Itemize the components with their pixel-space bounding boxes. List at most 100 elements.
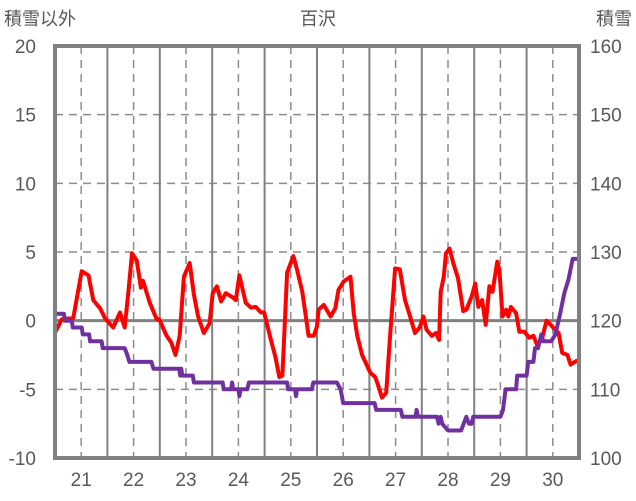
snow-depth-point xyxy=(341,401,345,405)
snow-depth-point xyxy=(498,415,502,419)
temperature-point xyxy=(333,306,337,310)
snow-depth-point xyxy=(177,367,181,371)
snow-depth-point xyxy=(236,387,240,391)
snow-depth-point xyxy=(81,332,85,336)
temperature-point xyxy=(451,261,455,265)
left-tick-label: 5 xyxy=(25,243,36,264)
temperature-point xyxy=(141,279,145,283)
temperature-point xyxy=(224,291,228,295)
temperature-point xyxy=(342,280,346,284)
temperature-point xyxy=(118,310,122,314)
temperature-point xyxy=(80,269,84,273)
temperature-point xyxy=(470,295,474,299)
snow-depth-point xyxy=(245,387,249,391)
right-tick-label: 120 xyxy=(590,312,622,333)
left-tick-label: -10 xyxy=(9,449,36,470)
temperature-point xyxy=(262,310,266,314)
snow-depth-point xyxy=(125,353,129,357)
right-tick-label: 160 xyxy=(590,37,622,58)
snow-depth-point xyxy=(311,380,315,384)
snow-depth-point xyxy=(335,380,339,384)
temperature-point xyxy=(111,326,115,330)
temperature-point xyxy=(523,330,527,334)
temperature-point xyxy=(215,284,219,288)
x-tick-label: 29 xyxy=(490,470,511,491)
snow-depth-point xyxy=(293,387,297,391)
snow-depth-point xyxy=(539,332,543,336)
temperature-point xyxy=(196,315,200,319)
snow-depth-point xyxy=(400,415,404,419)
snow-depth-point xyxy=(531,360,535,364)
temperature-point xyxy=(376,384,380,388)
snow-depth-point xyxy=(192,380,196,384)
snow-depth-point xyxy=(514,387,518,391)
snow-depth-point xyxy=(467,422,471,426)
temperature-point xyxy=(448,247,452,251)
temperature-point xyxy=(418,326,422,330)
snow-depth-point xyxy=(533,346,537,350)
temperature-point xyxy=(384,391,388,395)
snow-depth-point xyxy=(541,339,545,343)
temperature-point xyxy=(295,268,299,272)
snow-depth-point xyxy=(80,326,84,330)
snow-depth-point xyxy=(71,326,75,330)
snow-depth-point xyxy=(237,394,241,398)
temperature-point xyxy=(506,315,510,319)
temperature-point xyxy=(393,266,397,270)
right-tick-label: 150 xyxy=(590,106,622,127)
snow-depth-point xyxy=(294,394,298,398)
right-tick-label: 140 xyxy=(590,174,622,195)
snow-depth-point xyxy=(229,387,233,391)
temperature-point xyxy=(514,311,518,315)
temperature-point xyxy=(504,308,508,312)
snow-depth-point xyxy=(230,380,234,384)
right-tick-label: 100 xyxy=(590,449,622,470)
x-tick-label: 27 xyxy=(385,470,406,491)
temperature-point xyxy=(388,338,392,342)
snow-depth-point xyxy=(152,367,156,371)
left-tick-label: 20 xyxy=(15,37,36,58)
temperature-point xyxy=(237,273,241,277)
snow-depth-point xyxy=(504,387,508,391)
x-tick-label: 28 xyxy=(437,470,458,491)
left-tick-label: 15 xyxy=(15,106,36,127)
temperature-point xyxy=(211,291,215,295)
snow-depth-point xyxy=(558,312,562,316)
temperature-point xyxy=(285,271,289,275)
temperature-point xyxy=(545,319,549,323)
chart-title: 百沢 xyxy=(300,9,336,30)
temperature-point xyxy=(135,258,139,262)
temperature-point xyxy=(178,334,182,338)
temperature-point xyxy=(403,298,407,302)
temperature-point xyxy=(182,275,186,279)
temperature-point xyxy=(322,303,326,307)
temperature-point xyxy=(188,261,192,265)
temperature-point xyxy=(157,317,161,321)
temperature-point xyxy=(484,323,488,327)
temperature-point xyxy=(500,315,504,319)
x-tick-label: 22 xyxy=(123,470,144,491)
temperature-point xyxy=(495,260,499,264)
snow-depth-point xyxy=(515,374,519,378)
snow-depth-point xyxy=(437,422,441,426)
temperature-point xyxy=(560,351,564,355)
temperature-point xyxy=(437,338,441,342)
temperature-point xyxy=(408,313,412,317)
snow-depth-point xyxy=(231,387,235,391)
temperature-point xyxy=(565,353,569,357)
snow-depth-point xyxy=(62,312,66,316)
temperature-point xyxy=(527,336,531,340)
snow-depth-point xyxy=(526,360,530,364)
tick-labels: 20 160 15 150 10 140 5 130 0 120 -5 110 -10 100 21 22 23… xyxy=(9,37,622,491)
snow-depth-point xyxy=(373,401,377,405)
temperature-point xyxy=(307,334,311,338)
snow-depth-point xyxy=(435,415,439,419)
snow-depth-point xyxy=(178,374,182,378)
temperature-point xyxy=(355,334,359,338)
x-tick-label: 21 xyxy=(71,470,92,491)
snow-depth-point xyxy=(553,332,557,336)
snow-depth-point xyxy=(191,374,195,378)
temperature-point xyxy=(312,334,316,338)
left-axis-title: 積雪以外 xyxy=(4,9,76,30)
